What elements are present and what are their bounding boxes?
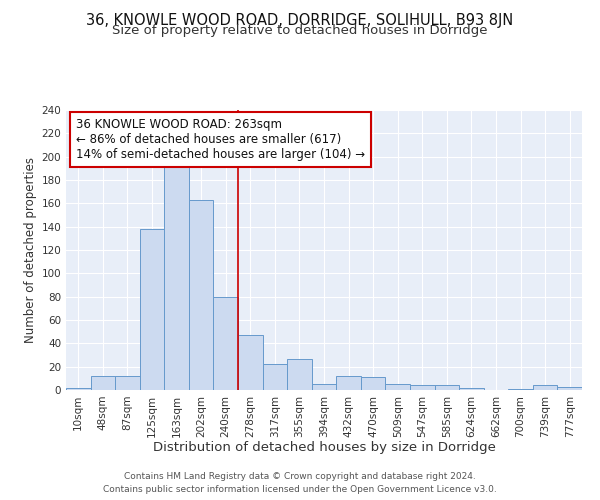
Text: 36 KNOWLE WOOD ROAD: 263sqm
← 86% of detached houses are smaller (617)
14% of se: 36 KNOWLE WOOD ROAD: 263sqm ← 86% of det… xyxy=(76,118,365,162)
Bar xyxy=(238,335,263,390)
Bar xyxy=(312,384,336,390)
Bar xyxy=(336,376,361,390)
Bar xyxy=(533,386,557,390)
Bar xyxy=(140,229,164,390)
Bar xyxy=(287,358,312,390)
Bar xyxy=(508,389,533,390)
Bar xyxy=(164,162,189,390)
Bar xyxy=(115,376,140,390)
Bar xyxy=(385,384,410,390)
Text: 36, KNOWLE WOOD ROAD, DORRIDGE, SOLIHULL, B93 8JN: 36, KNOWLE WOOD ROAD, DORRIDGE, SOLIHULL… xyxy=(86,12,514,28)
Bar xyxy=(557,386,582,390)
Text: Contains HM Land Registry data © Crown copyright and database right 2024.
Contai: Contains HM Land Registry data © Crown c… xyxy=(103,472,497,494)
X-axis label: Distribution of detached houses by size in Dorridge: Distribution of detached houses by size … xyxy=(152,441,496,454)
Bar xyxy=(91,376,115,390)
Text: Size of property relative to detached houses in Dorridge: Size of property relative to detached ho… xyxy=(112,24,488,37)
Bar xyxy=(410,386,434,390)
Bar xyxy=(361,377,385,390)
Y-axis label: Number of detached properties: Number of detached properties xyxy=(24,157,37,343)
Bar xyxy=(459,388,484,390)
Bar xyxy=(214,296,238,390)
Bar xyxy=(66,388,91,390)
Bar xyxy=(263,364,287,390)
Bar xyxy=(434,386,459,390)
Bar xyxy=(189,200,214,390)
